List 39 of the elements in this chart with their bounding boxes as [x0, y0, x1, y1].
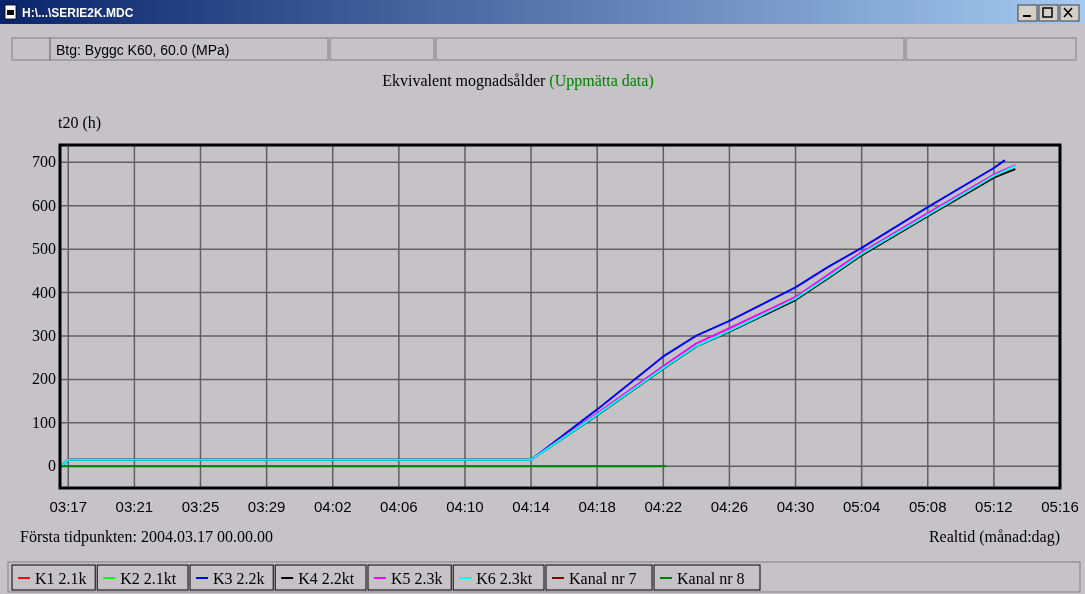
- legend-label: K4 2.2kt: [298, 570, 355, 587]
- x-tick-label: 04:30: [776, 498, 815, 515]
- x-tick-label: 03:25: [181, 498, 220, 515]
- x-tick-label: 04:18: [578, 498, 616, 515]
- x-tick-label: 05:12: [975, 498, 1013, 515]
- y-tick-label: 600: [32, 196, 56, 214]
- legend-label: Kanal nr 7: [569, 570, 637, 587]
- y-tick-label: 500: [32, 240, 56, 258]
- x-tick-label: 04:14: [512, 498, 550, 515]
- x-tick-label: 03:21: [115, 498, 154, 515]
- x-tick-label: 05:04: [842, 498, 881, 515]
- x-tick-label: 04:06: [380, 498, 418, 515]
- legend-label: K5 2.3k: [391, 570, 443, 587]
- x-tick-label: 05:16: [1041, 498, 1079, 515]
- y-tick-label: 300: [32, 327, 56, 345]
- x-tick-label: 04:10: [446, 498, 484, 515]
- y-tick-label: 100: [32, 413, 56, 431]
- legend-label: K6 2.3kt: [476, 570, 533, 587]
- chart-title: Ekvivalent mognadsålder: [382, 72, 546, 89]
- x-tick-label: 04:26: [710, 498, 749, 515]
- x-tick-label: 04:22: [644, 498, 683, 515]
- y-axis-title: t20 (h): [58, 114, 102, 132]
- text: Första tidpunkten: 2004.03.17 00.00.00: [20, 528, 273, 546]
- x-axis-title: Realtid (månad:dag): [928, 528, 1060, 546]
- y-tick-label: 0: [48, 457, 56, 475]
- text: Btg: Byggc K60, 60.0 (MPa): [56, 42, 230, 58]
- text: H:\...\SERIE2K.MDC: [22, 6, 134, 20]
- legend-label: K1 2.1k: [35, 570, 87, 587]
- x-tick-label: 03:17: [49, 498, 88, 515]
- x-tick-label: 03:29: [247, 498, 286, 515]
- x-tick-label: 04:02: [313, 498, 352, 515]
- legend-label: Kanal nr 8: [677, 570, 745, 587]
- x-tick-label: 05:08: [909, 498, 947, 515]
- legend-label: K3 2.2k: [213, 570, 265, 587]
- legend-label: K2 2.1kt: [120, 570, 177, 587]
- y-tick-label: 700: [32, 153, 56, 171]
- chart-subtitle: (Uppmätta data): [545, 72, 654, 90]
- y-tick-label: 400: [32, 283, 56, 301]
- y-tick-label: 200: [32, 370, 56, 388]
